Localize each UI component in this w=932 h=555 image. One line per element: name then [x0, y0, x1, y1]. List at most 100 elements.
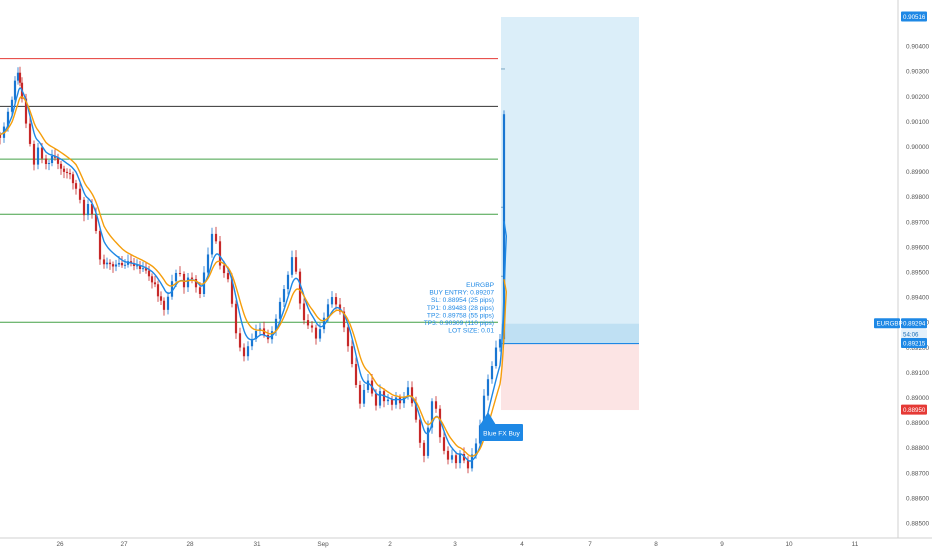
- candle: [430, 398, 434, 434]
- candle-body: [59, 163, 63, 169]
- candle: [434, 396, 438, 413]
- candle-body: [354, 364, 358, 385]
- candle: [494, 340, 498, 369]
- candle-body: [250, 338, 254, 347]
- annotation-line-1: EURGBP: [466, 282, 494, 289]
- candle-body: [144, 268, 148, 271]
- candle: [18, 66, 22, 87]
- candle-body: [102, 259, 106, 265]
- candle-body: [138, 265, 142, 270]
- current-price-tag-text: 0.89294: [903, 321, 926, 328]
- signal-arrow: [480, 412, 496, 425]
- candle-body: [6, 111, 10, 127]
- candle-body: [108, 262, 112, 265]
- symbol-tag-bg: [874, 318, 900, 329]
- candle: [162, 297, 166, 316]
- candle-body: [156, 284, 160, 297]
- annotation-line-6: TP3: 0.90309 (110 pips): [424, 320, 494, 327]
- candle-body: [434, 401, 438, 409]
- loss-zone: [501, 343, 639, 411]
- candle: [350, 340, 354, 368]
- symbol-tag-text: EURGBP: [877, 321, 903, 328]
- target-price-tag-text: 0.90516: [903, 14, 926, 21]
- candle: [282, 284, 286, 307]
- symbol-tag: EURGBP: [874, 318, 903, 329]
- candle: [138, 260, 142, 274]
- entry-price-tag-text: 0.89215: [903, 341, 926, 348]
- candle: [306, 314, 310, 330]
- y-tick-label: 0.90400: [906, 44, 930, 51]
- candle-body: [234, 303, 238, 334]
- candle-body: [214, 233, 218, 242]
- candle-body: [44, 158, 48, 165]
- candle-body: [117, 262, 121, 265]
- candle: [147, 265, 151, 281]
- entry-price-tag: 0.89215: [901, 338, 927, 349]
- candle: [362, 383, 366, 408]
- candle-body: [442, 437, 446, 451]
- y-tick-label: 0.90100: [906, 119, 930, 126]
- y-tick-label: 0.88600: [906, 495, 930, 502]
- x-tick-label: Sep: [317, 541, 329, 548]
- candle: [410, 381, 414, 407]
- candle: [218, 235, 222, 270]
- y-tick-label: 0.89600: [906, 244, 930, 251]
- candle-body: [474, 443, 478, 455]
- candle-body: [198, 287, 202, 294]
- candle-body: [90, 204, 94, 215]
- candle: [298, 268, 302, 310]
- y-tick-label: 0.89500: [906, 270, 930, 277]
- y-tick-label: 0.89900: [906, 169, 930, 176]
- y-tick-label: 0.89200: [906, 345, 930, 352]
- y-tick-label: 0.90300: [906, 69, 930, 76]
- candle-body: [498, 339, 502, 348]
- candle-body: [462, 454, 466, 461]
- candle: [446, 446, 450, 465]
- candle-body: [36, 147, 40, 165]
- time-axis[interactable]: 26 27 28 31 Sep 2 3 4 7 8 9 10 11: [56, 541, 858, 548]
- candle: [68, 168, 72, 180]
- y-tick-label: 0.89100: [906, 370, 930, 377]
- candle: [108, 259, 112, 270]
- candle: [486, 374, 490, 401]
- candle: [123, 258, 127, 269]
- candle: [454, 451, 458, 469]
- signal-label: Blue FX Buy: [483, 431, 520, 438]
- candle-body: [105, 262, 109, 265]
- candle-body: [0, 134, 2, 138]
- x-tick-label: 2: [388, 541, 392, 548]
- candle: [78, 182, 82, 204]
- candle-body: [153, 282, 157, 285]
- candle-body: [454, 455, 458, 464]
- candle-body: [120, 262, 124, 266]
- candle: [358, 380, 362, 409]
- candle-body: [74, 183, 78, 189]
- y-tick-label: 0.89400: [906, 295, 930, 302]
- candle: [342, 306, 346, 333]
- candle-body: [326, 304, 330, 318]
- candle-body: [222, 265, 226, 274]
- candle-body: [123, 264, 127, 266]
- candle: [194, 275, 198, 293]
- candle-body: [141, 268, 145, 270]
- candle: [59, 160, 63, 175]
- stop-price-tag: 0.88950: [901, 404, 927, 415]
- candle: [36, 142, 40, 170]
- candle: [56, 153, 60, 170]
- candle-body: [386, 399, 390, 402]
- candle: [111, 261, 115, 273]
- candle: [153, 275, 157, 288]
- x-tick-label: 3: [453, 541, 457, 548]
- candle-body: [302, 303, 306, 321]
- candle: [422, 440, 426, 463]
- x-tick-label: 11: [852, 541, 859, 548]
- candle: [190, 272, 194, 284]
- candle: [438, 405, 442, 443]
- target-price-tag: 0.90516: [901, 11, 927, 22]
- current-price-tag: 0.89294: [901, 318, 927, 329]
- candle: [242, 343, 246, 362]
- candle: [170, 274, 174, 300]
- candle-body: [62, 168, 66, 172]
- candle-body: [150, 276, 154, 283]
